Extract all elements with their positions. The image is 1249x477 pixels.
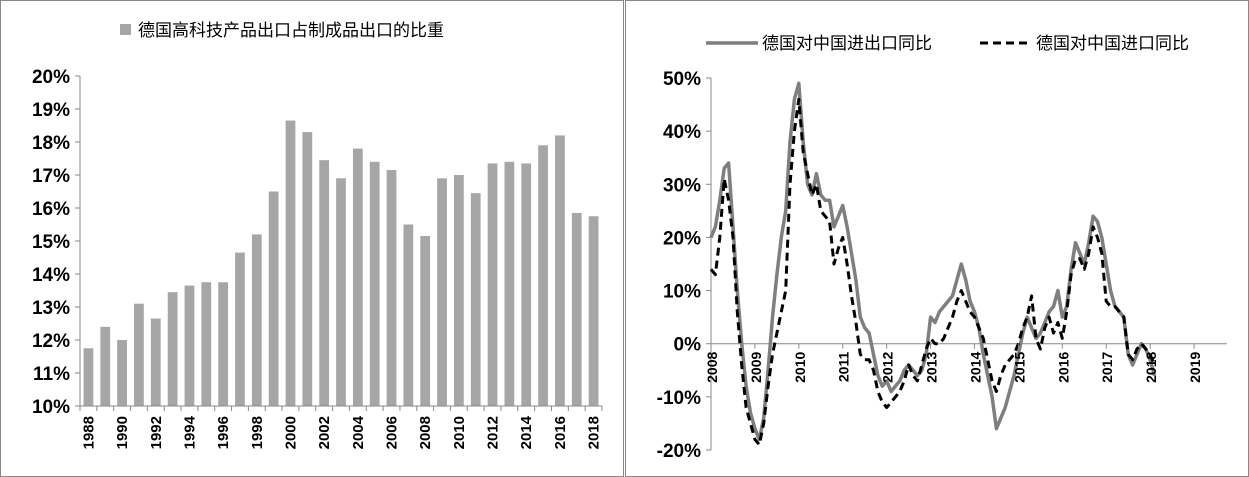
line-x-tick-label: 2015: [1011, 352, 1027, 383]
bar-x-tick-label: 2014: [518, 415, 535, 449]
bar: [117, 340, 127, 406]
line-x-tick-label: 2011: [836, 352, 852, 383]
bar: [167, 292, 178, 406]
bar-x-tick-label: 2004: [350, 415, 367, 449]
bar-x-tick-label: 1992: [148, 416, 165, 449]
bar: [369, 161, 380, 406]
bar-y-tick-label: 14%: [32, 265, 70, 286]
bar-y-tick-label: 18%: [32, 133, 70, 154]
line-y-tick-label: 50%: [663, 69, 701, 90]
bar: [403, 224, 414, 406]
bar-x-tick-label: 1990: [114, 416, 131, 449]
bar: [504, 161, 515, 406]
line-x-tick-label: 2018: [1143, 352, 1159, 383]
bar: [555, 135, 565, 406]
bar: [386, 170, 397, 406]
bar: [336, 178, 346, 406]
line-chart: 德国对中国进出口同比 德国对中国进口同比 50% 40% 30% 20% 10% 0% -10%…: [657, 34, 1227, 462]
bar: [571, 212, 582, 406]
bar-x-tick-label: 1988: [80, 416, 97, 449]
bar-legend-swatch: [120, 24, 131, 35]
bar-x-tick-label: 1996: [215, 416, 232, 449]
bar: [319, 160, 330, 406]
line-x-tick-label: 2019: [1187, 352, 1203, 383]
line-x-tick-label: 2010: [792, 352, 808, 383]
bar-x-tick-label: 2000: [282, 416, 299, 449]
line-y-tick-label: 10%: [663, 282, 701, 303]
bar: [235, 252, 245, 406]
bar: [184, 285, 195, 406]
bar-y-tick-label: 19%: [32, 100, 70, 121]
bar: [521, 163, 532, 406]
bar-legend: 德国高科技产品出口占制成品出口的比重: [120, 21, 444, 41]
bar: [470, 193, 481, 406]
line-y-tick-label: 40%: [663, 122, 701, 143]
bar: [588, 216, 599, 406]
bar-legend-label: 德国高科技产品出口占制成品出口的比重: [138, 21, 444, 41]
bar-x-tick-label: 1994: [181, 415, 198, 449]
bar: [83, 348, 94, 406]
bar-y-tick-label: 10%: [32, 397, 70, 418]
bar: [268, 191, 279, 406]
bar: [302, 132, 313, 406]
bar: [218, 282, 229, 406]
bar: [453, 175, 464, 406]
bar-x-tick-label: 2006: [384, 416, 401, 449]
bar-y-tick-label: 11%: [33, 364, 70, 385]
line-x-tick-label: 2014: [967, 352, 983, 383]
bar-y-tick-label: 17%: [32, 166, 70, 187]
line-x-tick-label: 2016: [1055, 352, 1071, 383]
bar: [150, 318, 161, 406]
bar-y-tick-label: 12%: [32, 331, 70, 352]
line-x-tick-label: 2013: [924, 352, 940, 383]
line-y-tick-label: 0%: [674, 335, 702, 356]
bar-x-tick-label: 2012: [485, 416, 502, 449]
series-line-dashed: [709, 97, 1156, 447]
series-line-solid: [709, 81, 1157, 442]
bar: [487, 163, 498, 406]
bar-y-tick-label: 15%: [32, 232, 70, 253]
bar: [285, 120, 296, 407]
bar: [420, 236, 431, 406]
bar: [100, 326, 111, 406]
line-legend-label: 德国对中国进口同比: [1036, 34, 1189, 54]
bar-x-tick-label: 2008: [417, 416, 434, 449]
line-x-tick-label: 2008: [704, 352, 720, 383]
bar-x-tick-label: 2002: [316, 416, 333, 449]
bar-chart: 德国高科技产品出口占制成品出口的比重 10% 11% 12% 13% 14% 15% 16% 1…: [32, 21, 603, 449]
bar: [352, 148, 363, 406]
line-y-tick-label: -10%: [657, 388, 701, 409]
bar: [251, 234, 262, 406]
line-legend-label: 德国对中国进出口同比: [762, 34, 932, 54]
bar-y-tick-label: 20%: [32, 67, 70, 88]
bar: [134, 303, 144, 406]
bar-x-tick-label: 2018: [586, 416, 603, 449]
bar: [437, 178, 447, 406]
bar-x-tick-label: 2016: [552, 416, 569, 449]
line-legend: 德国对中国进出口同比 德国对中国进口同比: [706, 34, 1189, 54]
bar-y-tick-label: 13%: [32, 298, 70, 319]
bar-x-tick-label: 2010: [451, 416, 468, 449]
line-y-tick-label: 20%: [663, 228, 701, 249]
line-y-tick-label: 30%: [663, 175, 701, 196]
bar-y-tick-label: 16%: [32, 199, 70, 220]
line-x-tick-label: 2017: [1099, 352, 1115, 383]
line-y-tick-label: -20%: [657, 441, 701, 462]
line-x-tick-label: 2012: [880, 352, 896, 383]
bar-x-tick-label: 1998: [249, 416, 266, 449]
bar: [538, 145, 548, 407]
bar: [201, 282, 212, 406]
line-x-tick-label: 2009: [748, 352, 764, 383]
